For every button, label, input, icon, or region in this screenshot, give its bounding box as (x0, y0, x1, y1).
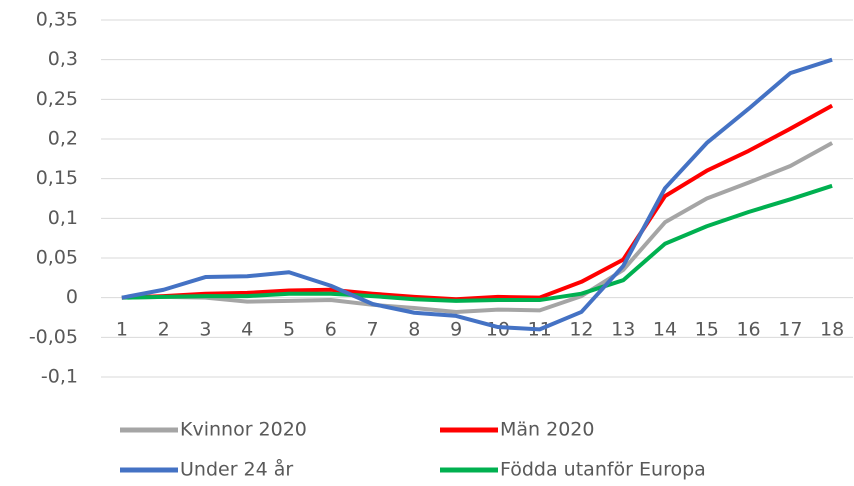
x-tick-label: 3 (199, 319, 211, 341)
y-tick-label: -0,05 (29, 326, 78, 348)
x-tick-label: 16 (736, 319, 760, 341)
x-tick-label: 8 (408, 319, 420, 341)
y-tick-label: -0,1 (41, 366, 78, 388)
series-line (121, 183, 833, 303)
y-tick-label: 0 (66, 286, 78, 308)
x-tick-label: 13 (611, 319, 635, 341)
series-line (121, 57, 833, 332)
x-tick-label: 4 (241, 319, 253, 341)
y-tick-label: 0,05 (36, 247, 78, 269)
y-tick-label: 0,1 (48, 207, 78, 229)
y-tick-label: 0,25 (36, 88, 78, 110)
x-tick-label: 12 (569, 319, 593, 341)
legend-label: Under 24 år (180, 458, 293, 481)
x-tick-label: 5 (283, 319, 295, 341)
y-tick-label: 0,3 (48, 48, 78, 70)
y-tick-label: 0,15 (36, 167, 78, 189)
x-tick-label: 1 (116, 319, 128, 341)
y-tick-label: 0,2 (48, 128, 78, 150)
y-tick-label: 0,35 (36, 9, 78, 31)
legend-label: Kvinnor 2020 (180, 419, 307, 441)
legend-label: Födda utanför Europa (500, 459, 706, 481)
series-line (121, 141, 834, 314)
series-line (121, 103, 834, 302)
x-tick-label: 7 (367, 319, 379, 341)
x-tick-label: 17 (778, 319, 802, 341)
x-tick-label: 14 (653, 319, 677, 341)
x-tick-label: 9 (450, 319, 462, 341)
x-tick-label: 2 (158, 319, 170, 341)
legend-label: Män 2020 (500, 419, 594, 441)
x-tick-label: 6 (325, 319, 337, 341)
x-tick-label: 15 (695, 319, 719, 341)
x-tick-label: 18 (820, 319, 844, 341)
